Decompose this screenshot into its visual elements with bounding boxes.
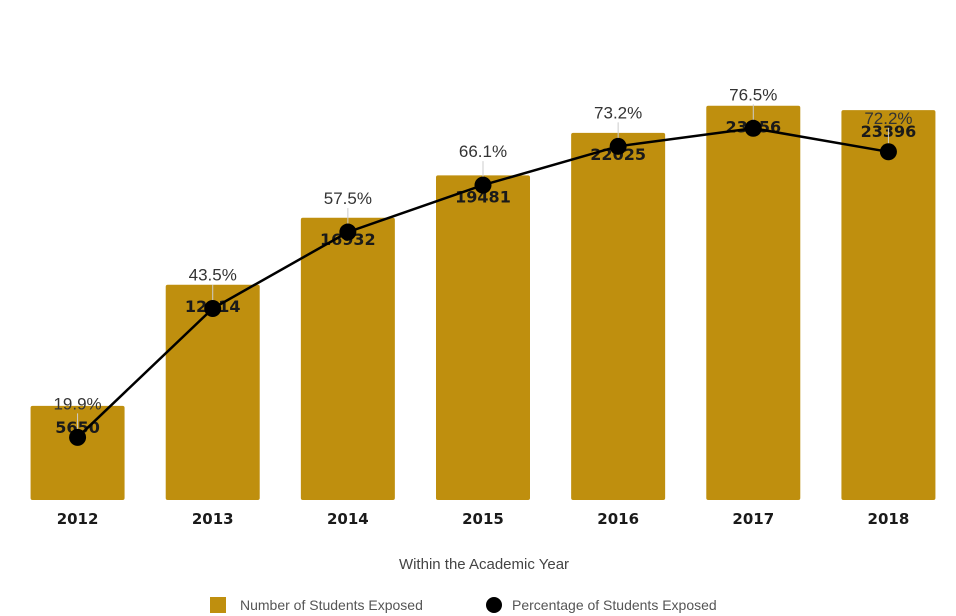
x-tick-label-2012: 2012: [57, 510, 99, 528]
legend-line-label: Percentage of Students Exposed: [512, 597, 717, 613]
x-tick-label-2016: 2016: [597, 510, 639, 528]
x-axis-title: Within the Academic Year: [399, 556, 569, 573]
percentage-label-2012: 19.9%: [53, 394, 101, 413]
line-layer: 19.9% 43.5% 57.5% 66.1% 73.2% 76.5% 72.2%: [53, 85, 913, 446]
bar-2012: [30, 405, 125, 500]
x-tick-label-2014: 2014: [327, 510, 369, 528]
percentage-label-2017: 76.5%: [729, 85, 777, 104]
bar-2016: [571, 132, 666, 500]
legend-line-swatch: [486, 597, 502, 613]
bar-2013: [165, 284, 260, 500]
percentage-point-2018: [879, 143, 897, 161]
bar-value-label-2015: 19481: [455, 187, 511, 206]
legend-bar-label: Number of Students Exposed: [240, 597, 423, 613]
x-tick-label-2018: 2018: [868, 510, 910, 528]
x-tick-label-2015: 2015: [462, 510, 504, 528]
percentage-point-2013: [204, 299, 222, 317]
legend: Number of Students Exposed Percentage of…: [210, 597, 717, 613]
percentage-point-2012: [69, 428, 87, 446]
bar-2015: [436, 175, 530, 501]
percentage-point-2014: [339, 223, 357, 241]
percentage-label-2014: 57.5%: [324, 189, 372, 208]
bar-2014: [300, 217, 395, 501]
percentage-label-2013: 43.5%: [189, 265, 237, 284]
percentage-point-2017: [744, 119, 762, 137]
percentage-point-2016: [609, 137, 627, 155]
x-axis-ticks: 2012 2013 2014 2015 2016 2017 2018: [57, 510, 910, 528]
percentage-label-2016: 73.2%: [594, 103, 642, 122]
bars-layer: 5650129141693219481220252365623396: [30, 105, 936, 501]
bar-2017: [706, 105, 801, 500]
legend-bar-swatch: [210, 597, 226, 613]
percentage-label-2015: 66.1%: [459, 142, 507, 161]
bar-2018: [841, 110, 936, 501]
x-tick-label-2017: 2017: [732, 510, 774, 528]
percentage-label-2018: 72.2%: [864, 109, 912, 128]
percentage-point-2015: [474, 176, 492, 194]
x-tick-label-2013: 2013: [192, 510, 234, 528]
